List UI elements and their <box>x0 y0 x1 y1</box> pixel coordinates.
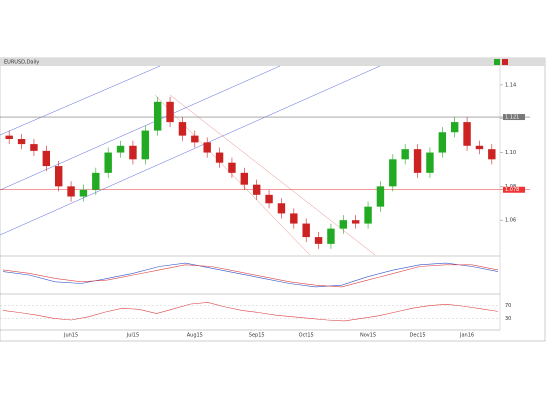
price-tag <box>503 186 525 193</box>
candle-body <box>475 145 484 150</box>
candle-body <box>240 172 249 185</box>
y-tick-label: 1.14 <box>505 82 516 88</box>
channel-line <box>0 65 161 136</box>
indicator-line <box>2 262 499 288</box>
y-tick-label: 30 <box>505 316 511 322</box>
candle-body <box>327 228 335 244</box>
price-tag-label: 1.121 <box>505 115 519 121</box>
x-tick-label: Jul15 <box>126 333 139 339</box>
candle-body <box>265 194 273 204</box>
candle-body <box>376 186 385 207</box>
channel-line <box>0 65 281 191</box>
candle-body <box>129 145 137 160</box>
candle-body <box>302 223 310 238</box>
candle-body <box>141 130 150 160</box>
candle-body <box>215 152 224 163</box>
candle-body <box>351 220 360 224</box>
candle-body <box>339 220 348 229</box>
toolbar-button[interactable] <box>502 59 508 65</box>
toolbar <box>0 58 545 66</box>
candle-body <box>104 152 112 173</box>
candle-body <box>438 132 447 153</box>
candle-body <box>92 172 100 190</box>
candle-body <box>364 206 372 224</box>
x-tick-label: Dec15 <box>410 333 426 339</box>
x-tick-label: Aug15 <box>187 333 203 339</box>
candle-body <box>413 149 422 173</box>
candle-body <box>54 166 63 187</box>
x-tick-label: Jan16 <box>459 333 474 339</box>
candle-body <box>426 152 434 173</box>
x-tick-label: Sep15 <box>249 333 265 339</box>
x-tick-label: Oct15 <box>299 333 314 339</box>
toolbar-button[interactable] <box>494 59 500 65</box>
indicator-line <box>2 302 499 322</box>
candle-body <box>463 122 471 146</box>
indicator-line <box>2 264 499 288</box>
candle-body <box>450 122 459 133</box>
candle-body <box>290 213 298 224</box>
y-tick-label: 1.10 <box>505 150 516 156</box>
candle-body <box>30 144 38 151</box>
price-tag <box>503 114 525 121</box>
candle-body <box>488 149 496 160</box>
candle-body <box>166 101 174 123</box>
symbol-title: EURUSD,Daily <box>4 60 39 66</box>
candle-body <box>17 139 26 145</box>
candle-body <box>401 149 409 160</box>
candle-body <box>79 189 88 197</box>
candle-body <box>228 162 236 173</box>
candle-body <box>277 203 286 214</box>
channel-line <box>154 94 311 256</box>
candle-body <box>389 159 397 187</box>
candle-body <box>153 101 162 131</box>
candle-body <box>252 184 261 195</box>
x-tick-label: Nov15 <box>360 333 376 339</box>
candle-body <box>67 186 75 197</box>
candle-body <box>314 237 323 244</box>
candle-body <box>116 145 125 153</box>
candle-body <box>191 135 199 143</box>
candle-body <box>5 135 13 140</box>
x-tick-label: Jun15 <box>63 333 78 339</box>
candle-body <box>42 150 51 167</box>
y-tick-label: 1.06 <box>505 218 516 224</box>
candle-body <box>203 142 211 153</box>
candle-body <box>178 122 187 136</box>
y-tick-label: 70 <box>505 303 511 309</box>
channel-line <box>0 65 381 236</box>
price-tag-label: 1.078 <box>505 187 519 193</box>
